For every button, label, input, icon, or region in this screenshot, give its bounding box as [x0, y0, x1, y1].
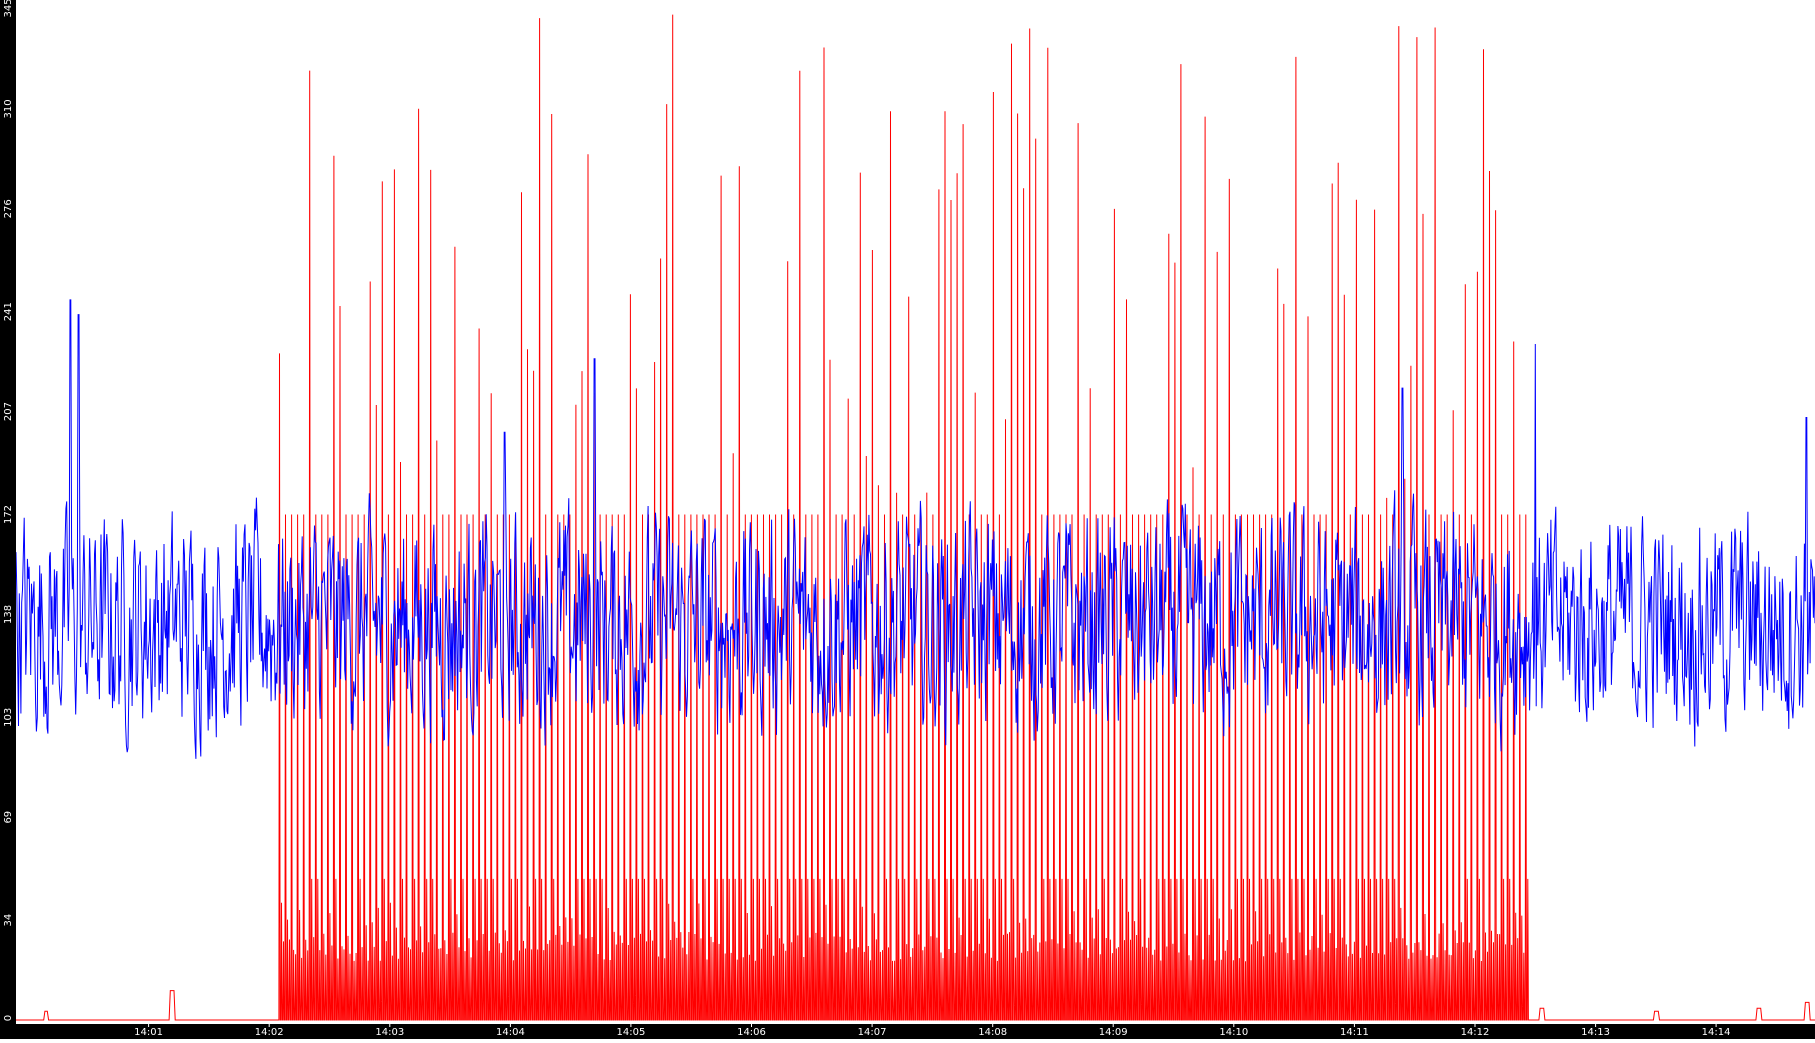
- x-tick-label: 14:09: [1099, 1027, 1128, 1038]
- y-tick-label: 69: [3, 811, 14, 824]
- x-tick-label: 14:04: [496, 1027, 525, 1038]
- y-tick-label: 207: [3, 402, 14, 421]
- y-tick-label: 138: [3, 605, 14, 624]
- x-tick-label: 14:13: [1581, 1027, 1610, 1038]
- x-tick-label: 14:10: [1219, 1027, 1248, 1038]
- y-tick-label: 276: [3, 199, 14, 218]
- x-tick-label: 14:06: [737, 1027, 766, 1038]
- x-tick-label: 14:05: [616, 1027, 645, 1038]
- x-tick-label: 14:14: [1702, 1027, 1731, 1038]
- x-tick-label: 14:07: [858, 1027, 887, 1038]
- x-axis-band: [0, 1024, 1815, 1039]
- x-axis-ticks: 14:01 14:02 14:03 14:04 14:05 14:06 14:07 14:08…: [134, 1024, 1731, 1038]
- y-axis-band: [0, 0, 16, 1039]
- y-tick-label: 241: [3, 302, 14, 321]
- y-tick-label: 345: [3, 0, 14, 18]
- y-tick-label: 0: [3, 1015, 14, 1021]
- x-tick-label: 14:11: [1340, 1027, 1369, 1038]
- y-tick-label: 34: [3, 914, 14, 927]
- x-tick-label: 14:08: [978, 1027, 1007, 1038]
- x-tick-label: 14:12: [1461, 1027, 1490, 1038]
- y-tick-label: 103: [3, 708, 14, 727]
- y-tick-label: 310: [3, 99, 14, 118]
- x-tick-label: 14:01: [134, 1027, 163, 1038]
- y-tick-label: 172: [3, 505, 14, 524]
- x-tick-label: 14:02: [255, 1027, 284, 1038]
- series-line-blue: [15, 299, 1815, 759]
- series-layer: [15, 14, 1815, 1021]
- x-tick-label: 14:03: [375, 1027, 404, 1038]
- y-axis-ticks: 0 34 69 103 138 172 207 241 276 310 345: [3, 0, 14, 1021]
